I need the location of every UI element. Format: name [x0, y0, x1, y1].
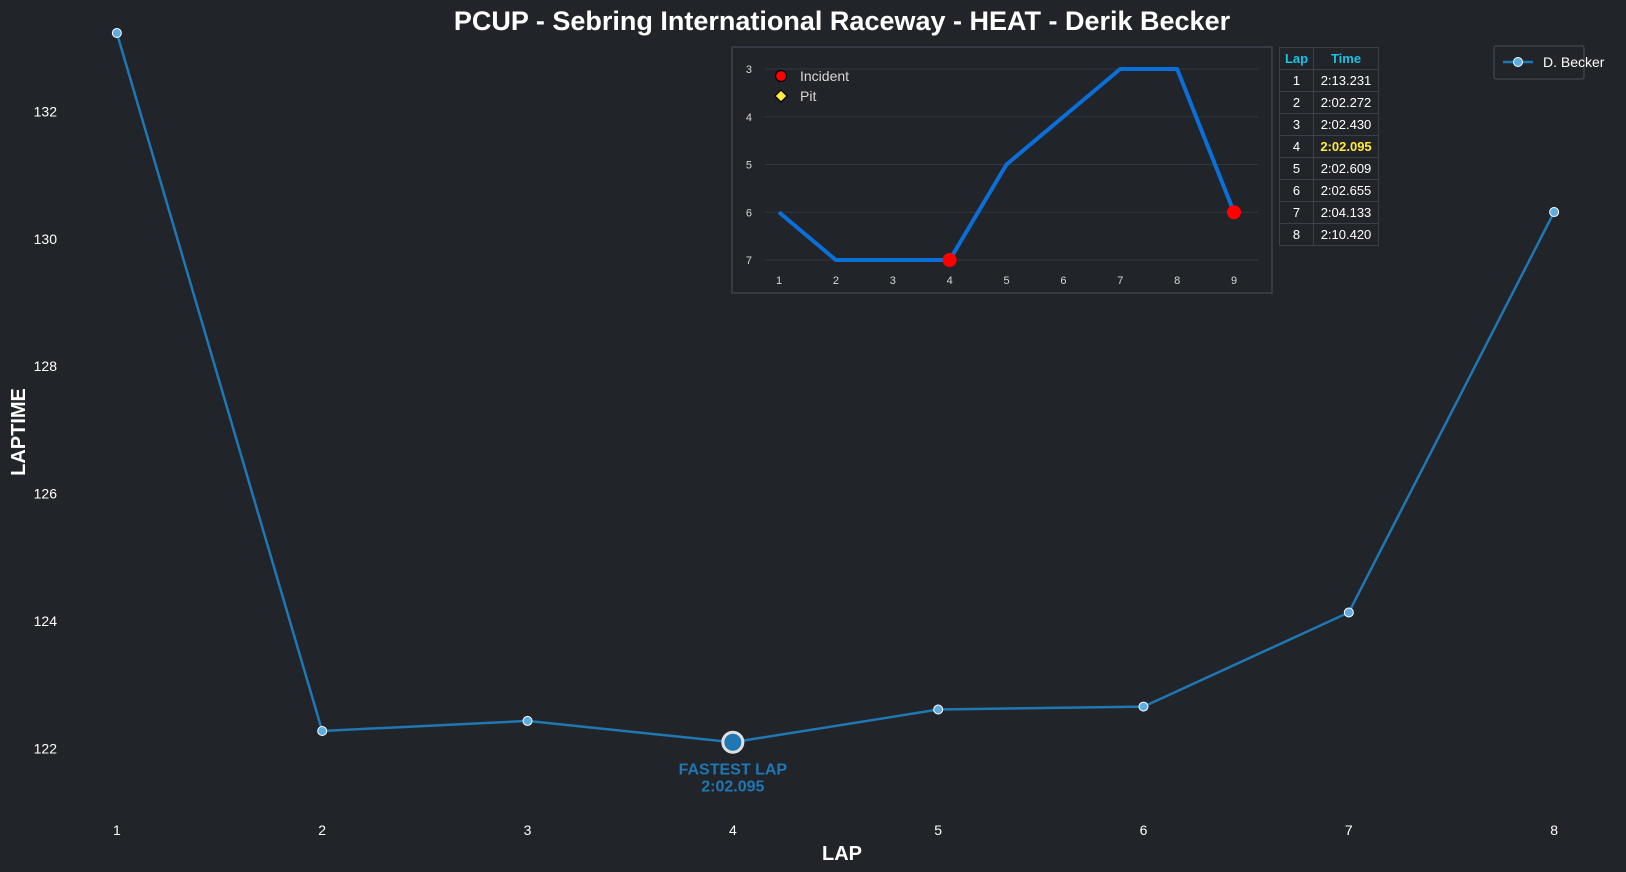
- table-row: 4 2:02.095: [1279, 135, 1379, 158]
- x-tick-label: 2: [318, 822, 326, 838]
- data-point: [522, 715, 533, 726]
- lap-number-cell: 1: [1279, 69, 1314, 92]
- column-header-lap: Lap: [1279, 47, 1314, 70]
- fastest-lap-time: 2:02.095: [701, 778, 764, 795]
- inset-y-tick-label: 4: [746, 112, 752, 124]
- inset-y-tick-label: 5: [746, 160, 752, 172]
- incident-marker: [1227, 205, 1241, 220]
- y-tick-label: 128: [34, 358, 58, 374]
- lap-number-cell: 4: [1279, 135, 1314, 158]
- inset-x-tick-label: 4: [947, 275, 953, 287]
- data-point: [1138, 701, 1149, 712]
- y-axis-label: LAPTIME: [8, 388, 30, 476]
- lap-number-cell: 3: [1279, 113, 1314, 136]
- lap-time-cell: 2:13.231: [1313, 69, 1379, 92]
- lap-number-cell: 7: [1279, 201, 1314, 224]
- table-header-row: Lap Time: [1279, 47, 1379, 70]
- x-tick-label: 1: [113, 822, 121, 838]
- table-row: 2 2:02.272: [1279, 91, 1379, 114]
- x-tick-label: 6: [1140, 822, 1148, 838]
- pit-legend-marker: [774, 89, 788, 103]
- lap-time-cell: 2:02.655: [1313, 179, 1379, 202]
- lap-times-table: Lap Time 1 2:13.231 2 2:02.272 3 2:02.430 4 2:0…: [1279, 47, 1379, 246]
- lap-time-cell: 2:02.272: [1313, 91, 1379, 114]
- x-axis-label: LAP: [822, 843, 862, 865]
- inset-position-series: [777, 67, 1241, 267]
- data-point: [317, 725, 328, 736]
- fastest-lap-annotation: FASTEST LAP 2:02.095: [679, 761, 788, 795]
- table-row: 6 2:02.655: [1279, 179, 1379, 202]
- legend-label-d-becker: D. Becker: [1543, 54, 1605, 70]
- table-row: 1 2:13.231: [1279, 69, 1379, 92]
- column-header-time: Time: [1313, 47, 1379, 70]
- legend-marker-swatch: [1513, 57, 1523, 67]
- x-tick-labels: 1 2 3 4 5 6 7 8: [113, 822, 1558, 838]
- table-row: 8 2:10.420: [1279, 223, 1379, 246]
- inset-legend: Incident Pit: [774, 68, 849, 104]
- inset-y-tick-label: 7: [746, 255, 752, 267]
- lap-time-cell: 2:10.420: [1313, 223, 1379, 246]
- table-row: 3 2:02.430: [1279, 113, 1379, 136]
- lap-time-cell: 2:02.430: [1313, 113, 1379, 136]
- data-point: [111, 28, 122, 39]
- y-tick-label: 132: [34, 103, 58, 119]
- incident-marker: [942, 253, 957, 267]
- inset-y-tick-label: 6: [746, 207, 752, 219]
- table-row: 7 2:04.133: [1279, 201, 1379, 224]
- inset-y-tick-labels: 3 4 5 6 7: [746, 64, 752, 267]
- chart-title: PCUP - Sebring International Raceway - H…: [454, 6, 1231, 36]
- main-legend: D. Becker: [1493, 45, 1605, 80]
- inset-x-tick-label: 2: [833, 275, 839, 287]
- inset-x-tick-label: 6: [1060, 275, 1066, 287]
- inset-x-tick-label: 1: [776, 275, 782, 287]
- data-point: [933, 704, 944, 715]
- x-tick-label: 3: [524, 822, 532, 838]
- lap-time-cell: 2:02.095: [1313, 135, 1379, 158]
- incident-legend-marker: [774, 69, 788, 83]
- position-inset-chart: 1 2 3 4 5 6 7 8 9 3 4 5 6 7 Incident Pit: [731, 46, 1273, 294]
- fastest-lap-label: FASTEST LAP: [679, 761, 788, 778]
- y-tick-label: 124: [34, 613, 58, 629]
- data-point: [1343, 607, 1354, 618]
- lap-table-body: 1 2:13.231 2 2:02.272 3 2:02.430 4 2:02.095 5 2:0…: [1279, 69, 1379, 246]
- inset-x-tick-label: 9: [1231, 275, 1237, 287]
- legend-frame: [1493, 45, 1585, 80]
- data-point: [1549, 207, 1560, 218]
- lap-number-cell: 2: [1279, 91, 1314, 114]
- x-tick-label: 7: [1345, 822, 1353, 838]
- y-tick-label: 126: [34, 486, 58, 502]
- lap-time-cell: 2:02.609: [1313, 157, 1379, 180]
- y-tick-label: 122: [34, 740, 58, 756]
- incident-legend-label: Incident: [800, 68, 849, 84]
- pit-legend-label: Pit: [800, 88, 816, 104]
- table-row: 5 2:02.609: [1279, 157, 1379, 180]
- x-tick-label: 5: [934, 822, 942, 838]
- inset-y-tick-label: 3: [746, 64, 752, 76]
- inset-x-tick-label: 7: [1117, 275, 1123, 287]
- lap-number-cell: 8: [1279, 223, 1314, 246]
- series-d-becker: [111, 28, 1560, 754]
- y-tick-labels: 122 124 126 128 130 132: [34, 103, 58, 756]
- inset-x-tick-label: 8: [1174, 275, 1180, 287]
- inset-x-tick-labels: 1 2 3 4 5 6 7 8 9: [776, 275, 1237, 287]
- lap-time-cell: 2:04.133: [1313, 201, 1379, 224]
- lap-number-cell: 6: [1279, 179, 1314, 202]
- inset-x-tick-label: 5: [1003, 275, 1009, 287]
- inset-position-line: [777, 67, 1236, 262]
- fastest-lap-marker: [721, 730, 745, 754]
- inset-x-tick-label: 3: [890, 275, 896, 287]
- y-tick-label: 130: [34, 231, 58, 247]
- lap-number-cell: 5: [1279, 157, 1314, 180]
- series-line: [115, 32, 1556, 744]
- x-tick-label: 8: [1550, 822, 1558, 838]
- x-tick-label: 4: [729, 822, 737, 838]
